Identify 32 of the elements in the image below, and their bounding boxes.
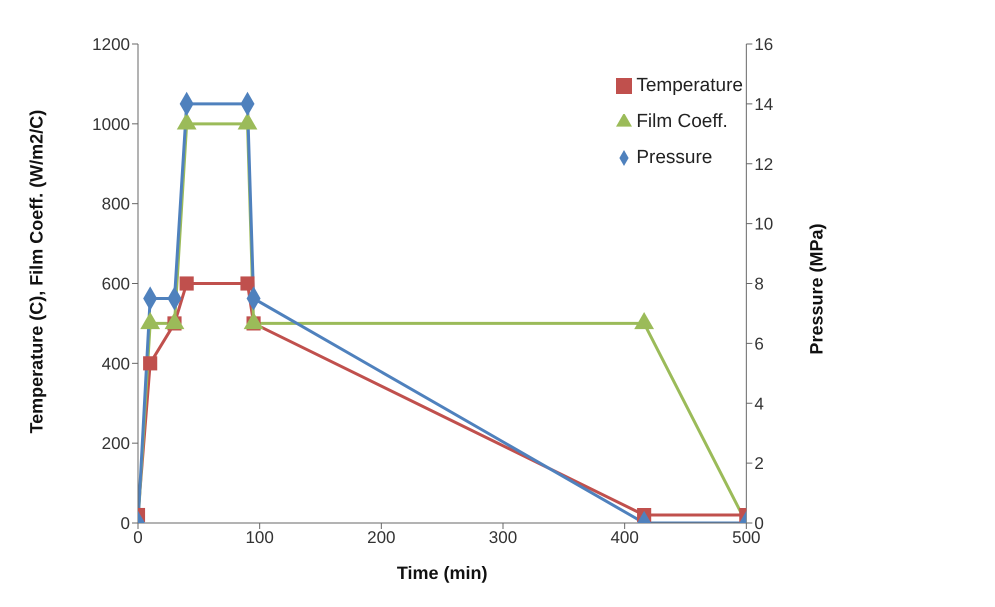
y-tick-label: 1000 bbox=[92, 114, 130, 134]
x-tick-label: 400 bbox=[610, 528, 639, 548]
y2-axis-title: Pressure (MPa) bbox=[806, 224, 827, 355]
x-axis-title: Time (min) bbox=[396, 563, 488, 583]
x-tick-label: 300 bbox=[488, 528, 518, 548]
y-tick-label: 200 bbox=[102, 434, 130, 454]
y2-tick-label: 10 bbox=[754, 214, 774, 234]
point bbox=[180, 276, 194, 291]
y-tick-label: 400 bbox=[102, 354, 130, 374]
point bbox=[238, 112, 258, 130]
y2-tick-label: 6 bbox=[754, 334, 764, 354]
x-tick-label: 500 bbox=[732, 528, 761, 548]
y-tick-label: 0 bbox=[120, 514, 130, 534]
legend-label: Film Coeff. bbox=[636, 111, 728, 132]
y2-tick-label: 16 bbox=[754, 35, 774, 54]
y2-tick-label: 12 bbox=[754, 154, 774, 174]
x-tick-label: 0 bbox=[133, 528, 143, 548]
point bbox=[240, 276, 255, 291]
legend-label: Temperature bbox=[636, 75, 743, 96]
x-tick-label: 200 bbox=[367, 528, 396, 548]
point bbox=[176, 112, 197, 130]
y-tick-label: 600 bbox=[102, 274, 130, 294]
y2-tick-label: 8 bbox=[754, 274, 764, 294]
y-axis-title: Temperature (C), Film Coeff. (W/m2/C) bbox=[26, 110, 46, 434]
y-tick-label: 1200 bbox=[92, 35, 130, 54]
y2-tick-label: 14 bbox=[754, 94, 774, 114]
legend-label: Pressure bbox=[636, 147, 712, 168]
x-tick-label: 100 bbox=[245, 528, 274, 548]
y-tick-label: 800 bbox=[102, 194, 130, 214]
y2-tick-label: 4 bbox=[754, 394, 764, 414]
y2-tick-label: 2 bbox=[754, 454, 764, 474]
point bbox=[143, 356, 158, 370]
